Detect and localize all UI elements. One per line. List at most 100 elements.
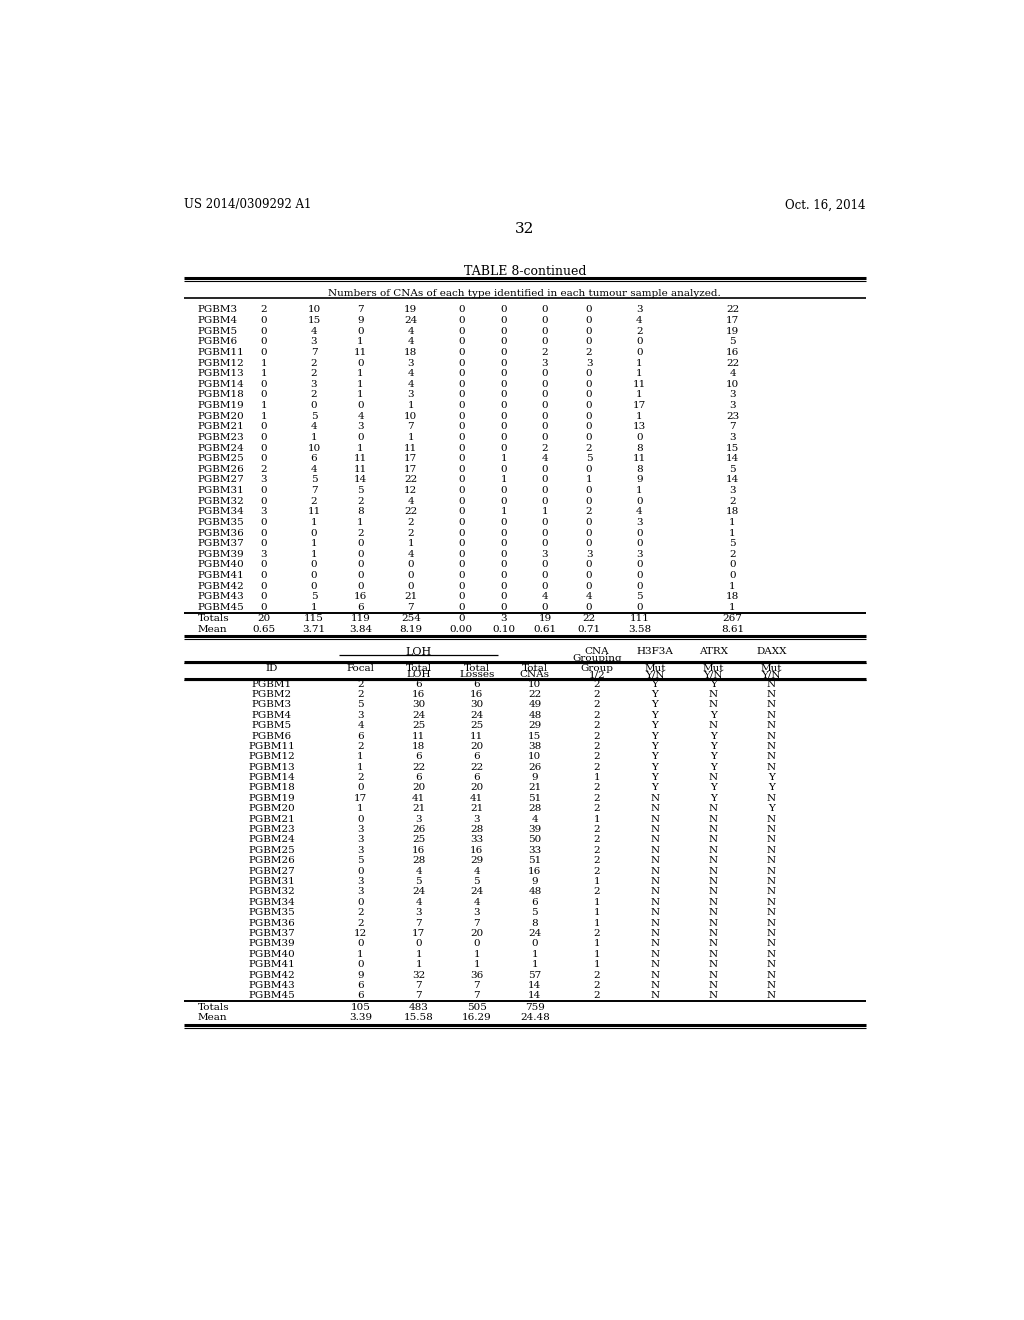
Text: 0: 0 <box>260 348 267 356</box>
Text: PGBM20: PGBM20 <box>198 412 245 421</box>
Text: N: N <box>650 981 659 990</box>
Text: 17: 17 <box>726 315 739 325</box>
Text: PGBM27: PGBM27 <box>248 867 295 875</box>
Text: 0: 0 <box>458 614 465 623</box>
Text: 12: 12 <box>354 929 368 939</box>
Text: N: N <box>650 846 659 855</box>
Text: 7: 7 <box>310 486 317 495</box>
Text: PGBM31: PGBM31 <box>248 876 295 886</box>
Text: 9: 9 <box>357 315 364 325</box>
Text: N: N <box>767 752 776 762</box>
Text: 3: 3 <box>729 401 736 411</box>
Text: 2: 2 <box>594 763 600 772</box>
Text: 1: 1 <box>501 475 507 484</box>
Text: 20: 20 <box>412 784 425 792</box>
Text: 7: 7 <box>416 919 422 928</box>
Text: 0.00: 0.00 <box>450 626 473 634</box>
Text: 0: 0 <box>542 391 548 400</box>
Text: 29: 29 <box>470 857 483 865</box>
Text: 0: 0 <box>260 391 267 400</box>
Text: 4: 4 <box>636 507 643 516</box>
Text: 2: 2 <box>357 742 364 751</box>
Text: 24: 24 <box>404 315 418 325</box>
Text: PGBM13: PGBM13 <box>198 370 245 379</box>
Text: 2: 2 <box>594 680 600 689</box>
Text: N: N <box>709 825 718 834</box>
Text: 0: 0 <box>458 550 465 558</box>
Text: 0: 0 <box>501 496 507 506</box>
Text: PGBM25: PGBM25 <box>248 846 295 855</box>
Text: 28: 28 <box>470 825 483 834</box>
Text: 3.39: 3.39 <box>349 1012 372 1022</box>
Text: 1: 1 <box>357 391 364 400</box>
Text: N: N <box>767 690 776 698</box>
Text: 8.61: 8.61 <box>721 626 744 634</box>
Text: N: N <box>767 763 776 772</box>
Text: 3: 3 <box>729 391 736 400</box>
Text: 0: 0 <box>501 305 507 314</box>
Text: 24: 24 <box>470 887 483 896</box>
Text: 4: 4 <box>416 867 422 875</box>
Text: 15: 15 <box>726 444 739 453</box>
Text: N: N <box>709 701 718 709</box>
Text: 10: 10 <box>528 680 542 689</box>
Text: N: N <box>650 876 659 886</box>
Text: 0: 0 <box>636 572 643 579</box>
Text: PGBM45: PGBM45 <box>248 991 295 1001</box>
Text: 1: 1 <box>586 475 593 484</box>
Text: 0: 0 <box>260 380 267 389</box>
Text: 0: 0 <box>357 401 364 411</box>
Text: N: N <box>767 846 776 855</box>
Text: 0: 0 <box>729 572 736 579</box>
Text: 0: 0 <box>260 433 267 442</box>
Text: 6: 6 <box>416 680 422 689</box>
Text: 1: 1 <box>729 517 736 527</box>
Text: 2: 2 <box>594 825 600 834</box>
Text: 18: 18 <box>726 507 739 516</box>
Text: PGBM11: PGBM11 <box>198 348 245 356</box>
Text: PGBM11: PGBM11 <box>248 742 295 751</box>
Text: 7: 7 <box>408 422 414 432</box>
Text: N: N <box>709 898 718 907</box>
Text: Oct. 16, 2014: Oct. 16, 2014 <box>785 198 866 211</box>
Text: 1: 1 <box>260 412 267 421</box>
Text: PGBM18: PGBM18 <box>198 391 245 400</box>
Text: 0: 0 <box>586 338 593 346</box>
Text: 115: 115 <box>304 614 324 623</box>
Text: N: N <box>767 887 776 896</box>
Text: 2: 2 <box>260 465 267 474</box>
Text: 3: 3 <box>260 507 267 516</box>
Text: 0: 0 <box>473 940 480 948</box>
Text: 3: 3 <box>357 846 364 855</box>
Text: N: N <box>709 876 718 886</box>
Text: 25: 25 <box>470 721 483 730</box>
Text: 2: 2 <box>594 887 600 896</box>
Text: N: N <box>650 857 659 865</box>
Text: N: N <box>767 991 776 1001</box>
Text: 5: 5 <box>416 876 422 886</box>
Text: Y: Y <box>710 742 717 751</box>
Text: 16: 16 <box>412 846 425 855</box>
Text: 1: 1 <box>594 919 600 928</box>
Text: TABLE 8-continued: TABLE 8-continued <box>464 264 586 277</box>
Text: PGBM37: PGBM37 <box>198 540 245 548</box>
Text: 11: 11 <box>354 348 368 356</box>
Text: N: N <box>650 950 659 958</box>
Text: 0: 0 <box>260 572 267 579</box>
Text: 21: 21 <box>470 804 483 813</box>
Text: 22: 22 <box>470 763 483 772</box>
Text: 14: 14 <box>528 981 542 990</box>
Text: 1: 1 <box>594 774 600 781</box>
Text: 33: 33 <box>470 836 483 845</box>
Text: 0: 0 <box>310 561 317 569</box>
Text: 4: 4 <box>542 593 548 602</box>
Text: 6: 6 <box>357 991 364 1001</box>
Text: PGBM32: PGBM32 <box>248 887 295 896</box>
Text: 16: 16 <box>354 593 368 602</box>
Text: 1: 1 <box>594 960 600 969</box>
Text: LOH: LOH <box>406 647 432 657</box>
Text: N: N <box>709 919 718 928</box>
Text: 7: 7 <box>357 305 364 314</box>
Text: Mut: Mut <box>761 664 782 673</box>
Text: 105: 105 <box>350 1003 371 1011</box>
